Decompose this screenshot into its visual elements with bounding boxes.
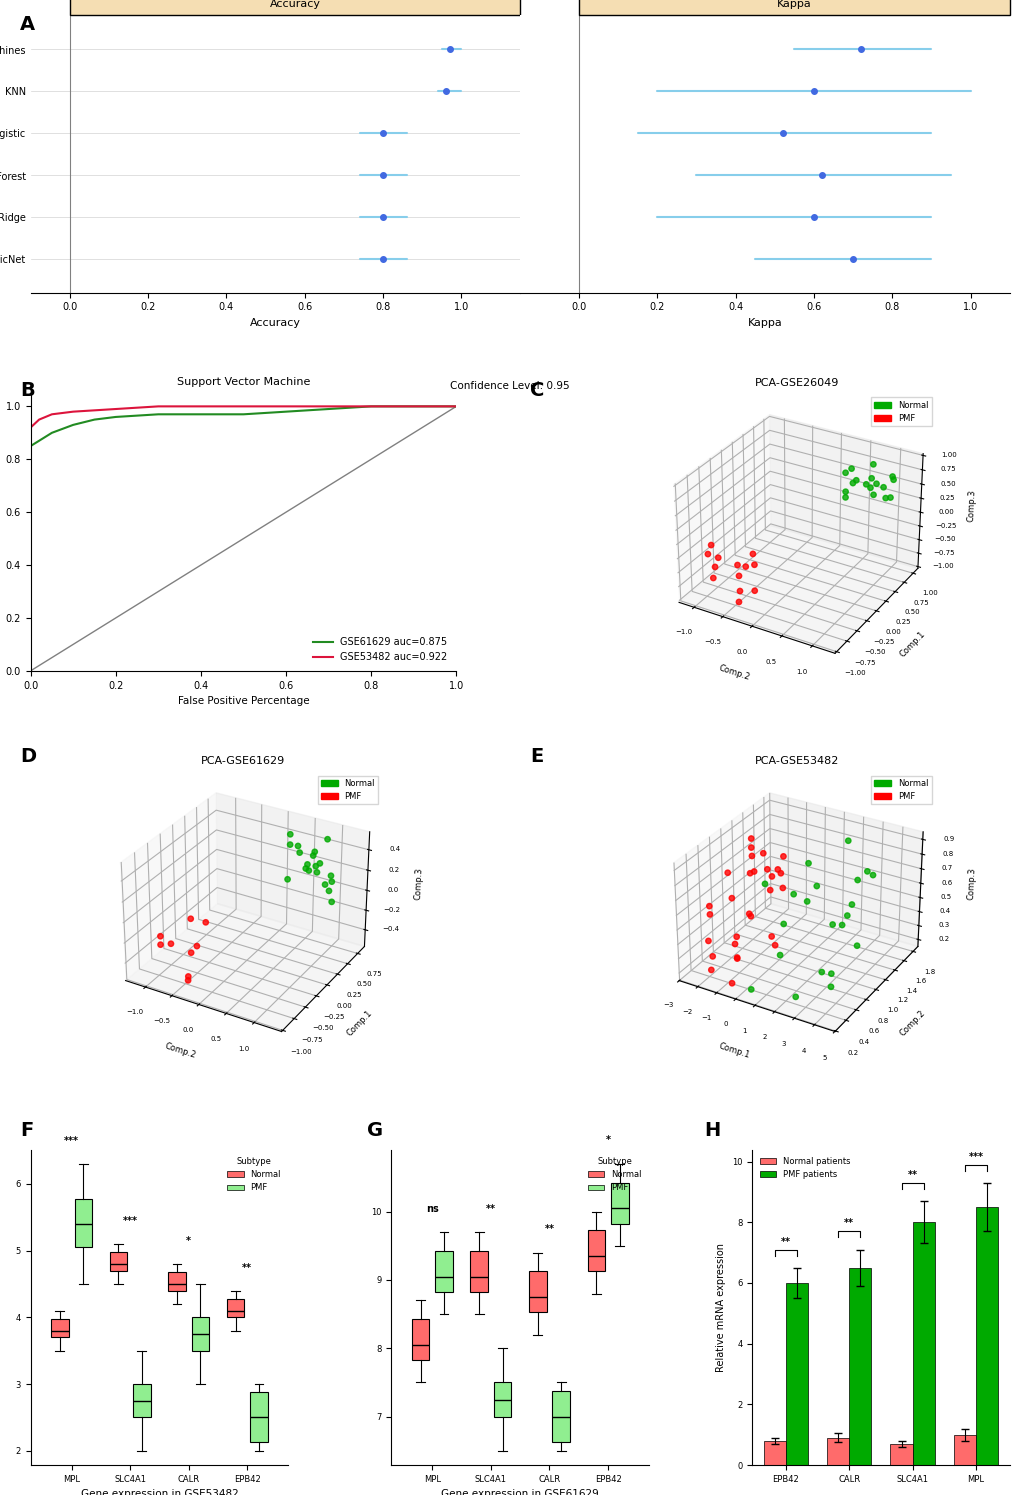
PathPatch shape — [587, 1230, 604, 1271]
PathPatch shape — [412, 1319, 429, 1360]
Text: B: B — [20, 381, 35, 401]
Text: Accuracy: Accuracy — [269, 0, 320, 9]
Legend: Normal, PMF: Normal, PMF — [223, 1154, 284, 1196]
Text: D: D — [20, 748, 37, 767]
Bar — [826, 1438, 849, 1465]
Bar — [912, 1223, 933, 1465]
PathPatch shape — [74, 1199, 92, 1247]
Bar — [763, 1441, 786, 1465]
Text: *: * — [605, 1135, 610, 1145]
PathPatch shape — [529, 1271, 546, 1313]
Text: **: ** — [781, 1236, 790, 1247]
Title: PCA-GSE53482: PCA-GSE53482 — [754, 756, 839, 767]
X-axis label: Comp.2: Comp.2 — [716, 662, 750, 682]
X-axis label: False Positive Percentage: False Positive Percentage — [177, 697, 309, 706]
Text: Kappa: Kappa — [776, 0, 811, 9]
Title: Support Vector Machine: Support Vector Machine — [176, 377, 310, 387]
Text: **: ** — [844, 1218, 854, 1229]
Bar — [953, 1435, 975, 1465]
Text: ns: ns — [426, 1203, 438, 1214]
Y-axis label: Comp.1: Comp.1 — [344, 1008, 374, 1038]
Bar — [975, 1206, 998, 1465]
PathPatch shape — [110, 1253, 127, 1271]
Y-axis label: Comp.1: Comp.1 — [898, 629, 926, 659]
Text: **: ** — [544, 1224, 554, 1235]
Text: *: * — [186, 1236, 191, 1245]
PathPatch shape — [470, 1251, 487, 1292]
X-axis label: Gene expression in GSE61629: Gene expression in GSE61629 — [441, 1489, 598, 1495]
Bar — [890, 1444, 912, 1465]
PathPatch shape — [226, 1299, 245, 1317]
PathPatch shape — [192, 1317, 209, 1350]
X-axis label: Kappa: Kappa — [747, 318, 782, 327]
Title: PCA-GSE26049: PCA-GSE26049 — [754, 378, 839, 389]
Text: ***: *** — [122, 1215, 138, 1226]
Legend: Normal, PMF: Normal, PMF — [870, 776, 930, 804]
Text: ***: *** — [64, 1136, 79, 1145]
X-axis label: Comp.2: Comp.2 — [164, 1041, 198, 1060]
PathPatch shape — [132, 1384, 151, 1417]
FancyBboxPatch shape — [579, 0, 1009, 15]
Bar — [786, 1283, 807, 1465]
Text: **: ** — [485, 1203, 495, 1214]
Legend: Normal, PMF: Normal, PMF — [584, 1154, 644, 1196]
PathPatch shape — [168, 1272, 185, 1290]
FancyBboxPatch shape — [69, 0, 520, 15]
Text: C: C — [530, 381, 544, 401]
PathPatch shape — [51, 1319, 68, 1338]
Legend: Normal, PMF: Normal, PMF — [317, 776, 378, 804]
PathPatch shape — [493, 1383, 511, 1417]
Text: **: ** — [243, 1263, 252, 1272]
Bar — [849, 1268, 870, 1465]
Legend: Normal, PMF: Normal, PMF — [870, 398, 930, 426]
Legend: GSE61629 auc=0.875, GSE53482 auc=0.922: GSE61629 auc=0.875, GSE53482 auc=0.922 — [309, 634, 451, 665]
Text: **: ** — [907, 1169, 917, 1180]
PathPatch shape — [250, 1392, 268, 1443]
X-axis label: Gene expression in GSE53482: Gene expression in GSE53482 — [81, 1489, 238, 1495]
Title: PCA-GSE61629: PCA-GSE61629 — [201, 756, 285, 767]
Text: Confidence Level: 0.95: Confidence Level: 0.95 — [449, 381, 570, 392]
PathPatch shape — [610, 1183, 628, 1223]
Legend: Normal patients, PMF patients: Normal patients, PMF patients — [755, 1154, 853, 1183]
Text: G: G — [367, 1121, 383, 1141]
Text: A: A — [20, 15, 36, 34]
PathPatch shape — [552, 1390, 570, 1443]
Y-axis label: Comp.2: Comp.2 — [898, 1008, 926, 1038]
PathPatch shape — [435, 1251, 452, 1292]
Text: F: F — [20, 1121, 34, 1141]
X-axis label: Comp.1: Comp.1 — [716, 1041, 750, 1060]
Text: H: H — [703, 1121, 719, 1141]
X-axis label: Accuracy: Accuracy — [250, 318, 301, 327]
Text: E: E — [530, 748, 543, 767]
Y-axis label: Relative mRNA expression: Relative mRNA expression — [715, 1242, 726, 1372]
Text: ***: *** — [967, 1151, 982, 1162]
